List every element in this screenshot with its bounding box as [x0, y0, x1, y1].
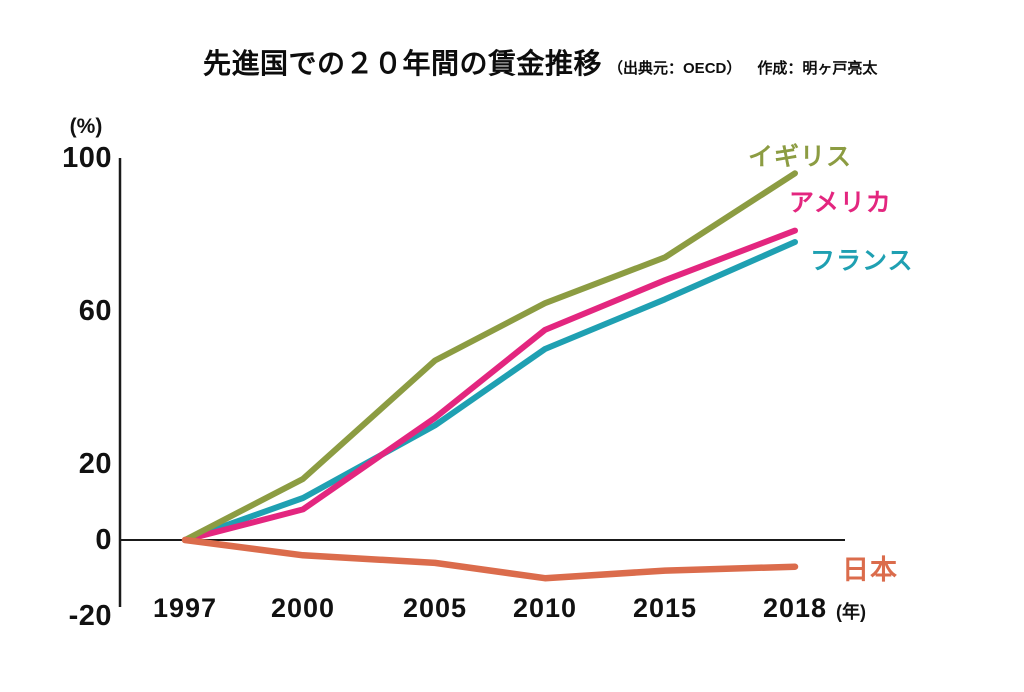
y-tick-label-0: 0 [95, 524, 112, 556]
series-lines [181, 170, 799, 582]
x-tick-label-1997: 1997 [152, 593, 218, 623]
x-axis-unit-label: (年) [836, 602, 866, 622]
chart-title: 先進国での２０年間の賃金推移 [203, 48, 603, 79]
x-tick-label-2000: 2000 [270, 593, 336, 623]
y-tick-label-100: 100 [62, 142, 112, 174]
chart-source: （出典元：OECD） [608, 60, 742, 77]
x-tick-label-2005: 2005 [402, 593, 468, 623]
series-line-日本 [181, 536, 799, 582]
y-tick-label--20: -20 [68, 600, 112, 633]
y-tick-label-20: 20 [78, 447, 112, 480]
legend-label-イギリス: イギリス [748, 143, 853, 171]
x-tick-label-2018: 2018 [762, 593, 828, 623]
y-axis-unit-label: (%) [69, 115, 103, 138]
legend-label-アメリカ: アメリカ [789, 189, 892, 217]
legend-label-フランス: フランス [810, 247, 914, 275]
chart-header: 先進国での２０年間の賃金推移 （出典元：OECD） 作成：明ヶ戸亮太 [203, 42, 877, 82]
legend-label-日本: 日本 [842, 555, 898, 585]
x-tick-label-2010: 2010 [512, 593, 578, 623]
series-line-フランス [182, 239, 798, 543]
y-tick-label-60: 60 [78, 294, 112, 327]
series-line-アメリカ [182, 227, 798, 543]
chart-credit: 作成：明ヶ戸亮太 [757, 60, 878, 77]
series-line-イギリス [182, 170, 798, 543]
x-tick-label-2015: 2015 [632, 593, 698, 623]
